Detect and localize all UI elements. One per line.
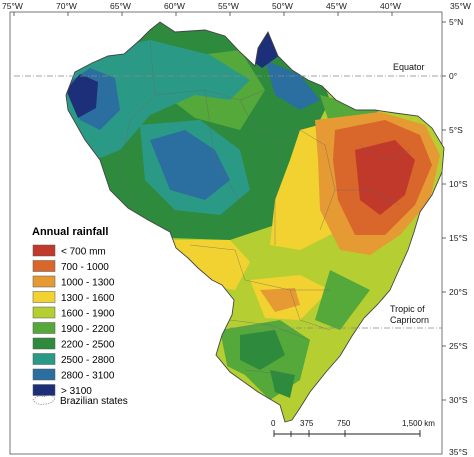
legend-label: 700 - 1000 bbox=[61, 262, 109, 273]
lon-label: 65°W bbox=[110, 1, 131, 11]
lon-label: 75°W bbox=[2, 1, 23, 11]
lat-label: 5°S bbox=[449, 125, 463, 135]
map-frame bbox=[9, 11, 443, 455]
legend-states-label: Brazilian states bbox=[60, 396, 128, 407]
legend-label: 2500 - 2800 bbox=[61, 355, 115, 366]
legend-title: Annual rainfall bbox=[32, 226, 108, 238]
scale-label: 0 bbox=[271, 419, 276, 428]
lon-label: 45°W bbox=[326, 1, 347, 11]
zone-2500-2800 bbox=[66, 40, 250, 160]
legend-label: 1000 - 1300 bbox=[61, 278, 115, 289]
scale-label: 750 bbox=[337, 419, 351, 428]
zone-2200-2500 bbox=[270, 370, 295, 398]
zone-1000-1300 bbox=[260, 288, 300, 312]
zone-above-3100 bbox=[66, 74, 98, 118]
legend-swatch bbox=[32, 275, 56, 288]
legend-swatch bbox=[32, 291, 56, 303]
legend-swatch bbox=[32, 322, 56, 334]
legend-swatch bbox=[32, 244, 56, 257]
lon-label: 55°W bbox=[218, 1, 239, 11]
lat-label: 15°S bbox=[449, 233, 468, 243]
state-boundaries bbox=[119, 39, 411, 376]
legend-label: 1300 - 1600 bbox=[61, 293, 115, 304]
brazilian-states-icon bbox=[32, 394, 56, 405]
top-ticks bbox=[13, 12, 446, 401]
equator-label: Equator bbox=[393, 62, 425, 72]
zone-2200-2500 bbox=[240, 330, 285, 370]
legend-label: > 3100 bbox=[61, 386, 92, 397]
lat-label: 30°S bbox=[449, 395, 468, 405]
lon-label: 70°W bbox=[56, 1, 77, 11]
legend-label: < 700 mm bbox=[61, 247, 106, 258]
legend-swatch bbox=[32, 337, 56, 350]
legend-swatch bbox=[32, 306, 56, 319]
legend-label: 2800 - 3100 bbox=[61, 371, 115, 382]
legend-label: 2200 - 2500 bbox=[61, 340, 115, 351]
legend-swatch bbox=[32, 368, 56, 381]
legend-label: 1600 - 1900 bbox=[61, 309, 115, 320]
legend-swatch bbox=[32, 384, 56, 396]
tropic-label: Tropic of bbox=[390, 304, 425, 314]
zone-1900-2200 bbox=[315, 270, 370, 330]
scale-label: 375 bbox=[300, 419, 314, 428]
lon-label: 40°W bbox=[380, 1, 401, 11]
lon-label: 50°W bbox=[272, 1, 293, 11]
legend-label: 1900 - 2200 bbox=[61, 324, 115, 335]
zone-2800-3100 bbox=[265, 60, 320, 110]
lon-label: 60°W bbox=[164, 1, 185, 11]
lat-label: 0° bbox=[449, 71, 457, 81]
scale-label: 1,500 km bbox=[402, 419, 435, 428]
scale-bar: 0 375 750 1,500 km bbox=[271, 419, 435, 437]
zone-1300-1600 bbox=[170, 240, 250, 290]
zone-2800-3100 bbox=[150, 130, 230, 200]
tropic-label: Capricorn bbox=[390, 315, 429, 325]
lon-label: 35°W bbox=[450, 1, 471, 11]
legend: Annual rainfall < 700 mm 700 - 1000 1000 -… bbox=[32, 226, 128, 407]
legend-swatch bbox=[32, 260, 56, 272]
zone-below-700 bbox=[355, 140, 415, 215]
legend-swatch bbox=[32, 353, 56, 365]
lat-label: 35°S bbox=[449, 447, 468, 457]
lat-label: 20°S bbox=[449, 287, 468, 297]
lat-label: 10°S bbox=[449, 179, 468, 189]
lat-label: 25°S bbox=[449, 341, 468, 351]
lat-label: 5°N bbox=[449, 17, 463, 27]
